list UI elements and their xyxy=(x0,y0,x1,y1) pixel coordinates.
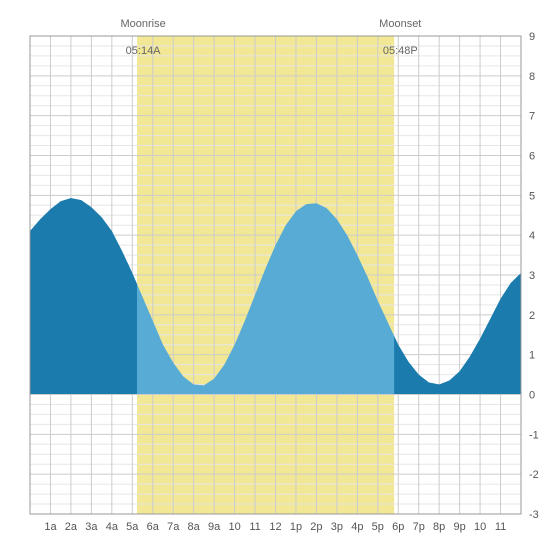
x-tick-label: 11 xyxy=(495,521,506,533)
x-tick-label: 2a xyxy=(65,521,78,533)
x-tick-label: 9p xyxy=(454,521,466,533)
y-tick-label: 3 xyxy=(529,270,535,282)
y-tick-label: 1 xyxy=(529,350,535,362)
x-tick-label: 9a xyxy=(208,521,221,533)
x-tick-label: 7p xyxy=(413,521,425,533)
x-tick-label: 10 xyxy=(474,521,486,533)
moonrise-title: Moonrise xyxy=(120,18,165,30)
moonset-time: 05:48P xyxy=(383,45,418,57)
chart-svg: -3-2-101234567891a2a3a4a5a6a7a8a9a101112… xyxy=(0,0,550,550)
x-tick-label: 11 xyxy=(249,521,260,533)
x-tick-label: 6a xyxy=(147,521,160,533)
y-tick-label: 6 xyxy=(529,151,535,163)
moonrise-time: 05:14A xyxy=(126,45,161,57)
x-tick-label: 8a xyxy=(188,521,201,533)
y-tick-label: 5 xyxy=(529,190,535,202)
x-tick-label: 5a xyxy=(126,521,139,533)
y-tick-label: 7 xyxy=(529,111,535,123)
x-tick-label: 1p xyxy=(290,521,302,533)
x-tick-label: 10 xyxy=(228,521,240,533)
moonrise-label: Moonrise 05:14A xyxy=(107,4,167,73)
y-tick-label: -3 xyxy=(529,509,539,521)
x-tick-label: 5p xyxy=(372,521,384,533)
y-tick-label: -1 xyxy=(529,429,539,441)
x-tick-label: 6p xyxy=(392,521,404,533)
x-tick-label: 4a xyxy=(106,521,119,533)
moonset-title: Moonset xyxy=(379,18,421,30)
x-tick-label: 3a xyxy=(85,521,98,533)
moonset-label: Moonset 05:48P xyxy=(364,4,424,73)
x-tick-label: 3p xyxy=(331,521,343,533)
x-tick-label: 8p xyxy=(433,521,445,533)
y-tick-label: 4 xyxy=(529,230,535,242)
tide-chart: Moonrise 05:14A Moonset 05:48P -3-2-1012… xyxy=(0,0,550,550)
y-tick-label: 2 xyxy=(529,310,535,322)
x-tick-label: 12 xyxy=(269,521,281,533)
x-tick-label: 2p xyxy=(310,521,322,533)
x-tick-label: 4p xyxy=(351,521,363,533)
y-tick-label: 9 xyxy=(529,31,535,43)
y-tick-label: 0 xyxy=(529,390,535,402)
x-tick-label: 7a xyxy=(167,521,180,533)
y-tick-label: -2 xyxy=(529,469,539,481)
y-tick-label: 8 xyxy=(529,71,535,83)
x-tick-label: 1a xyxy=(44,521,57,533)
